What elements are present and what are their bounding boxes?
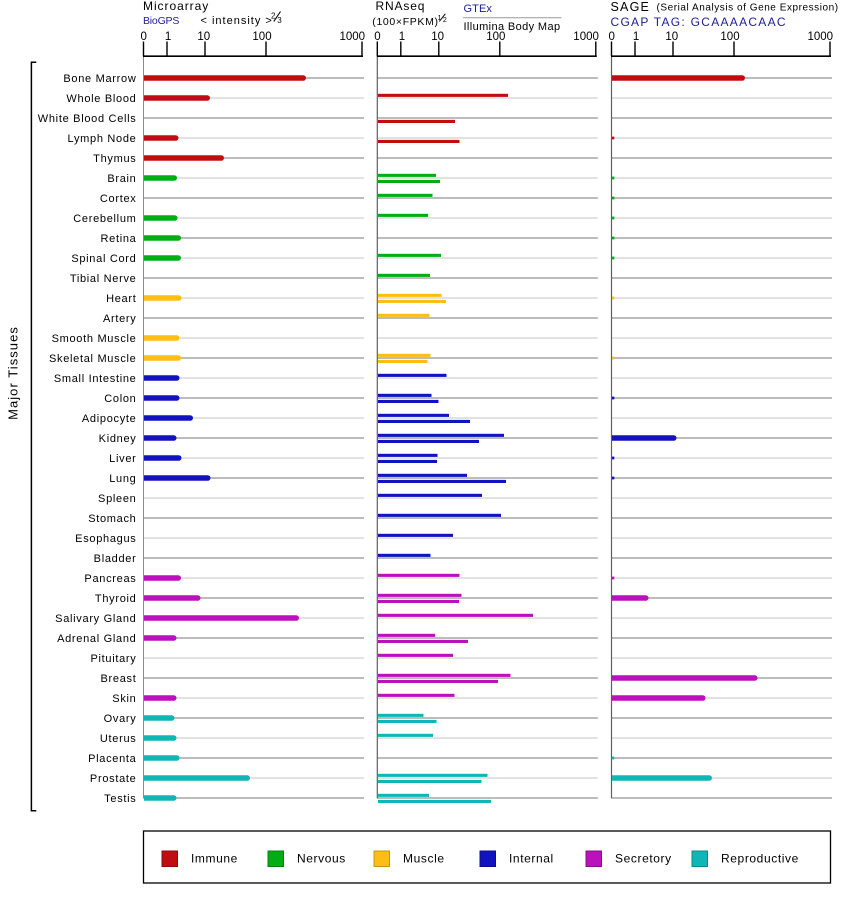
svg-text:1: 1 [165,31,171,43]
svg-text:Kidney: Kidney [99,433,137,445]
svg-text:Brain: Brain [107,173,136,185]
svg-text:(100×FPKM): (100×FPKM) [372,16,438,28]
svg-text:Illumina Body Map: Illumina Body Map [464,21,561,33]
svg-text:Stomach: Stomach [88,513,136,525]
svg-text:BioGPS: BioGPS [143,15,179,27]
svg-text:Ovary: Ovary [104,713,137,725]
svg-text:Artery: Artery [103,313,137,325]
svg-text:1: 1 [438,15,442,22]
svg-text:Skeletal Muscle: Skeletal Muscle [49,353,137,365]
svg-text:Retina: Retina [101,233,137,245]
svg-text:Tibial Nerve: Tibial Nerve [70,273,137,285]
svg-text:Reproductive: Reproductive [721,852,799,866]
svg-text:Major Tissues: Major Tissues [6,326,21,420]
svg-text:10: 10 [665,31,678,43]
svg-text:Spinal Cord: Spinal Cord [71,253,136,265]
svg-text:Thyroid: Thyroid [95,593,137,605]
svg-text:2: 2 [443,17,447,24]
svg-text:Pancreas: Pancreas [84,573,136,585]
svg-text:Spleen: Spleen [98,493,136,505]
svg-text:Uterus: Uterus [100,733,137,745]
svg-text:2: 2 [271,12,276,21]
svg-text:Bladder: Bladder [94,553,137,565]
svg-text:1000: 1000 [340,31,366,43]
svg-text:1: 1 [633,31,639,43]
svg-text:Whole Blood: Whole Blood [66,93,136,105]
svg-text:10: 10 [431,31,444,43]
svg-text:Testis: Testis [104,793,136,805]
svg-text:1000: 1000 [808,31,834,43]
svg-text:Lung: Lung [109,473,136,485]
svg-text:10: 10 [197,31,210,43]
svg-text:Muscle: Muscle [403,852,445,866]
svg-text:Placenta: Placenta [88,753,137,765]
svg-text:Liver: Liver [109,453,136,465]
svg-text:Adrenal Gland: Adrenal Gland [57,633,136,645]
svg-text:CGAP TAG: GCAAAACAAC: CGAP TAG: GCAAAACAAC [611,15,787,29]
svg-text:0: 0 [374,31,380,43]
svg-text:1: 1 [399,31,405,43]
svg-text:Internal: Internal [509,852,554,866]
svg-text:0: 0 [140,31,146,43]
svg-text:Secretory: Secretory [615,852,672,866]
svg-text:Skin: Skin [112,693,136,705]
svg-text:Nervous: Nervous [297,852,346,866]
svg-text:< intensity >: < intensity > [201,15,273,27]
svg-text:GTEx: GTEx [464,3,493,15]
svg-text:Prostate: Prostate [90,773,137,785]
svg-text:Cerebellum: Cerebellum [73,213,136,225]
svg-text:Breast: Breast [101,673,137,685]
svg-text:1000: 1000 [573,31,599,43]
svg-text:SAGE: SAGE [611,0,651,14]
svg-text:Adipocyte: Adipocyte [82,413,137,425]
svg-text:100: 100 [720,31,739,43]
svg-text:Pituitary: Pituitary [90,653,136,665]
svg-text:Microarray: Microarray [143,0,209,13]
svg-text:Salivary Gland: Salivary Gland [55,613,136,625]
svg-text:Esophagus: Esophagus [75,533,136,545]
svg-text:100: 100 [252,31,271,43]
svg-text:Heart: Heart [106,293,136,305]
svg-text:Small Intestine: Small Intestine [54,373,137,385]
svg-text:Immune: Immune [191,852,238,866]
svg-text:(Serial Analysis of Gene Expre: (Serial Analysis of Gene Expression) [657,3,839,14]
svg-text:Thymus: Thymus [93,153,136,165]
svg-text:Cortex: Cortex [100,193,137,205]
svg-text:0: 0 [608,31,614,43]
svg-text:Bone Marrow: Bone Marrow [63,73,136,85]
svg-text:Lymph Node: Lymph Node [68,133,137,145]
svg-text:Colon: Colon [104,393,136,405]
svg-text:3: 3 [277,16,282,25]
svg-text:Smooth Muscle: Smooth Muscle [52,333,137,345]
svg-text:RNAseq: RNAseq [376,0,426,13]
svg-text:White Blood Cells: White Blood Cells [38,113,137,125]
svg-text:100: 100 [486,31,505,43]
